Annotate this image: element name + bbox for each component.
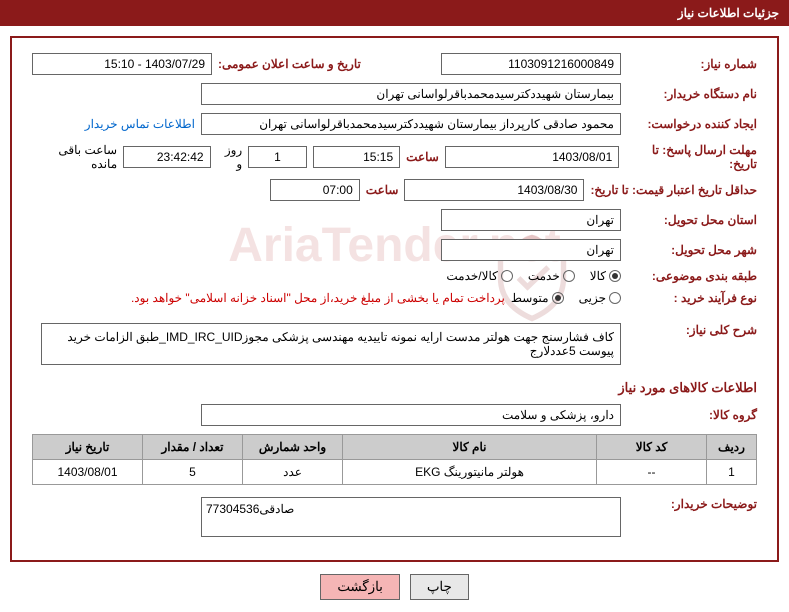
radio-goods-label: کالا xyxy=(590,269,606,283)
announce-label: تاریخ و ساعت اعلان عمومی: xyxy=(218,57,361,71)
reply-deadline-time: 15:15 xyxy=(313,146,400,168)
days-and-label: روز و xyxy=(217,143,243,171)
back-button[interactable]: بازگشت xyxy=(320,574,400,600)
radio-minor-label: جزیی xyxy=(579,291,606,305)
radio-both[interactable]: کالا/خدمت xyxy=(446,269,512,283)
need-number-label: شماره نیاز: xyxy=(627,57,757,71)
cell-name: هولتر مانیتورینگ EKG xyxy=(343,460,597,485)
time-label-2: ساعت xyxy=(366,183,399,197)
requester-field: محمود صادقی کارپرداز بیمارستان شهیددکترس… xyxy=(201,113,621,135)
th-name: نام کالا xyxy=(343,435,597,460)
table-row: 1 -- هولتر مانیتورینگ EKG عدد 5 1403/08/… xyxy=(33,460,757,485)
price-validity-label: حداقل تاریخ اعتبار قیمت: تا تاریخ: xyxy=(590,183,757,197)
radio-service-label: خدمت xyxy=(528,269,560,283)
buyer-notes-label: توضیحات خریدار: xyxy=(627,497,757,511)
remaining-time: 23:42:42 xyxy=(123,146,210,168)
delivery-city-field: تهران xyxy=(441,239,621,261)
radio-service[interactable]: خدمت xyxy=(528,269,575,283)
header-title: جزئیات اطلاعات نیاز xyxy=(678,6,779,20)
category-label: طبقه بندی موضوعی: xyxy=(627,269,757,283)
radio-medium[interactable]: متوسط xyxy=(511,291,564,305)
buyer-notes-field: 77304536صادقی xyxy=(201,497,621,537)
radio-dot-icon xyxy=(501,270,513,282)
radio-medium-label: متوسط xyxy=(511,291,549,305)
th-code: کد کالا xyxy=(597,435,707,460)
cell-unit: عدد xyxy=(243,460,343,485)
radio-minor[interactable]: جزیی xyxy=(579,291,621,305)
th-unit: واحد شمارش xyxy=(243,435,343,460)
goods-table: ردیف کد کالا نام کالا واحد شمارش تعداد /… xyxy=(32,434,757,485)
radio-dot-icon xyxy=(563,270,575,282)
need-desc-label: شرح کلی نیاز: xyxy=(627,323,757,337)
radio-dot-icon xyxy=(609,270,621,282)
purchase-type-radio-group: جزیی متوسط xyxy=(511,291,621,305)
goods-group-field: دارو، پزشکی و سلامت xyxy=(201,404,621,426)
delivery-city-label: شهر محل تحویل: xyxy=(627,243,757,257)
cell-qty: 5 xyxy=(143,460,243,485)
delivery-province-field: تهران xyxy=(441,209,621,231)
radio-both-label: کالا/خدمت xyxy=(446,269,497,283)
goods-group-label: گروه کالا: xyxy=(627,408,757,422)
purchase-type-label: نوع فرآیند خرید : xyxy=(627,291,757,305)
requester-label: ایجاد کننده درخواست: xyxy=(627,117,757,131)
category-radio-group: کالا خدمت کالا/خدمت xyxy=(446,269,621,283)
goods-info-header: اطلاعات کالاهای مورد نیاز xyxy=(32,380,757,396)
reply-deadline-date: 1403/08/01 xyxy=(445,146,619,168)
price-validity-time: 07:00 xyxy=(270,179,360,201)
payment-note: پرداخت تمام یا بخشی از مبلغ خرید،از محل … xyxy=(131,291,505,305)
radio-dot-icon xyxy=(609,292,621,304)
announce-field: 1403/07/29 - 15:10 xyxy=(32,53,212,75)
page-header: جزئیات اطلاعات نیاز xyxy=(0,0,789,26)
th-row: ردیف xyxy=(707,435,757,460)
buyer-contact-link[interactable]: اطلاعات تماس خریدار xyxy=(85,117,195,131)
button-row: چاپ بازگشت xyxy=(0,574,789,600)
th-qty: تعداد / مقدار xyxy=(143,435,243,460)
cell-row: 1 xyxy=(707,460,757,485)
reply-deadline-label: مهلت ارسال پاسخ: تا تاریخ: xyxy=(625,143,757,171)
main-form: AriaTender.net شماره نیاز: 1103091216000… xyxy=(10,36,779,562)
buyer-org-label: نام دستگاه خریدار: xyxy=(627,87,757,101)
time-label-1: ساعت xyxy=(406,150,439,164)
cell-date: 1403/08/01 xyxy=(33,460,143,485)
remaining-label: ساعت باقی مانده xyxy=(32,143,117,171)
print-button[interactable]: چاپ xyxy=(410,574,469,600)
delivery-province-label: استان محل تحویل: xyxy=(627,213,757,227)
table-header-row: ردیف کد کالا نام کالا واحد شمارش تعداد /… xyxy=(33,435,757,460)
buyer-org-field: بیمارستان شهیددکترسیدمحمدباقرلواسانی تهر… xyxy=(201,83,621,105)
remaining-days: 1 xyxy=(248,146,306,168)
need-desc-field: کاف فشارسنج جهت هولتر مدست ارایه نمونه ت… xyxy=(41,323,621,365)
th-date: تاریخ نیاز xyxy=(33,435,143,460)
need-number-field: 1103091216000849 xyxy=(441,53,621,75)
radio-dot-icon xyxy=(552,292,564,304)
cell-code: -- xyxy=(597,460,707,485)
radio-goods[interactable]: کالا xyxy=(590,269,621,283)
price-validity-date: 1403/08/30 xyxy=(404,179,584,201)
